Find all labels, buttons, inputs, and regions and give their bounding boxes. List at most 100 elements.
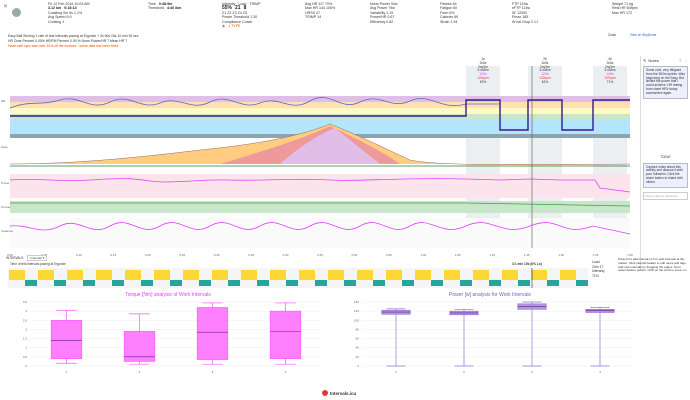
time-label: Time [148,2,156,6]
interval-block-recovery[interactable] [141,280,153,286]
time-tick: 0:20 [145,253,151,257]
interval-block-recovery[interactable] [170,280,182,286]
interval-block-recovery[interactable] [547,280,559,286]
interval-line: 122w [541,72,549,77]
interval-block-recovery[interactable] [228,280,240,286]
x-tick-label: 2 [139,370,141,374]
interval-block-work[interactable] [183,270,199,280]
interval-header-2[interactable]: 2b 3x5s 2m/2m 3:43/km 122w 132bpm 62% [530,57,560,85]
time-tick: 0:55 [386,253,392,257]
y-tick-label: 40 [356,346,360,350]
sync-warning: Heart rate sync was over 10% off the wor… [8,44,119,48]
interval-block-work[interactable] [357,270,373,280]
box-2[interactable] [449,308,479,367]
activity-description: Easy Ball Stroling 1 rate of test interv… [8,34,139,38]
interval-block-work[interactable] [38,270,54,280]
box-4[interactable] [585,307,615,367]
box-3[interactable] [196,302,229,365]
interval-block-recovery[interactable] [83,280,95,286]
strain: Strain 1.94 [440,19,458,24]
share-icon[interactable]: ⇪ [678,58,682,63]
view-link[interactable]: View on StryDome [630,33,657,37]
interval-block-work[interactable] [241,270,257,280]
interval-block-work[interactable] [9,270,25,280]
interval-block-work[interactable] [560,270,576,280]
menu-icon[interactable]: ⋮ [684,58,688,63]
zones-line: Z1 Z2 Z3 Z4 Z5 [222,10,247,15]
interval-intensity-value: 71% [592,273,599,278]
rest-hr: Rest HR 60bpm [612,6,638,11]
interval-block-work[interactable] [531,270,547,280]
zoom-label[interactable]: Zoom [608,33,617,37]
interval-block-work[interactable] [502,270,518,280]
box-1[interactable] [50,309,83,364]
interval-block-work[interactable] [154,270,170,280]
y-tick-label: 2 [25,327,27,331]
intensity-value: 55% [222,5,233,12]
interval-block-recovery[interactable] [286,280,298,286]
interval-block-recovery[interactable] [315,280,327,286]
time-tick: 1:05 [455,253,461,257]
footer-brand[interactable]: Intervals.icu [322,390,356,396]
interval-header-1[interactable]: 1b 3x5s 2m/2m 3:43/km 120w 124bpm 62% [468,57,498,85]
interval-block-recovery[interactable] [518,280,530,286]
intervals-dropdown[interactable]: Intervals ▾ [27,255,48,261]
interval-block-work[interactable] [415,270,431,280]
interval-block-recovery[interactable] [402,280,414,286]
hr-trace [9,97,630,131]
interval-block-work[interactable] [270,270,286,280]
time-tick: 0:25 [179,253,185,257]
header-col-hr: Avg HR 117 70% Max HR 144 105% HRSS 47 T… [305,2,335,20]
time-tick: 1:00 [420,253,426,257]
wprime: W' 12000 [512,10,528,15]
time-tick: 0:45 [317,253,323,257]
interval-block-work[interactable] [386,270,402,280]
box-4[interactable] [269,302,302,365]
interval-block-work[interactable] [67,270,83,280]
form: Form 6% [440,10,455,15]
interval-block-recovery[interactable] [489,280,501,286]
interval-block-work[interactable] [473,270,489,280]
interval-line: 62% [479,79,487,84]
intervals-logo-icon [322,390,328,396]
tags[interactable]: 1 TYPE [228,24,241,29]
interval-block-work[interactable] [328,270,344,280]
interval-title: 3b [608,57,612,61]
interval-block-work[interactable] [96,270,112,280]
box-3[interactable] [517,301,547,367]
avatar[interactable] [12,8,21,17]
interval-block-recovery[interactable] [112,280,124,286]
interval-block-work[interactable] [212,270,228,280]
interval-block-work[interactable] [444,270,460,280]
ftp: FTP 115w [512,2,529,6]
interval-block-work[interactable] [299,270,315,280]
note-body[interactable]: Some cold, very fatigued from the 500m s… [643,66,688,99]
box-2[interactable] [123,313,156,365]
interval-intensity-label: Intensity [592,269,605,273]
hr-zones-line: HR Zone Percent 0.00% HR/FM Percent 0.00… [8,39,128,43]
interval-block-work[interactable] [125,270,141,280]
interval-block-recovery[interactable] [257,280,269,286]
interval-block-recovery[interactable] [344,280,356,286]
interval-block-recovery[interactable] [576,280,588,286]
time-tick: 0:50 [352,253,358,257]
comment-input[interactable]: Type a note or comment [643,191,688,200]
time-tick: 0:10 [76,253,82,257]
y-tick-label: 20 [356,355,360,359]
interval-block-recovery[interactable] [373,280,385,286]
interval-header-3[interactable]: 3b 3x5s 2m/2m 3:43/km 140w 137bpm 71% [595,57,625,85]
interval-block-recovery[interactable] [199,280,211,286]
torque-boxplot-svg: 0 0.5 1 1.5 2 2.5 3 3.5 1 2 3 4 [23,300,322,374]
torque-boxplot: Torque [Nm] analysis of Work Intervals 0… [8,292,328,377]
interval-line: 3x5s [606,60,614,65]
box-iqr [50,319,83,359]
close-icon[interactable]: ✕ [3,4,9,10]
interval-block-recovery[interactable] [25,280,37,286]
interval-block-recovery[interactable] [431,280,443,286]
box-1[interactable] [381,308,411,367]
interval-strip[interactable] [8,268,588,288]
interval-block-recovery[interactable] [460,280,472,286]
interval-block-recovery[interactable] [54,280,66,286]
time-tick: 0:00 [7,253,13,257]
